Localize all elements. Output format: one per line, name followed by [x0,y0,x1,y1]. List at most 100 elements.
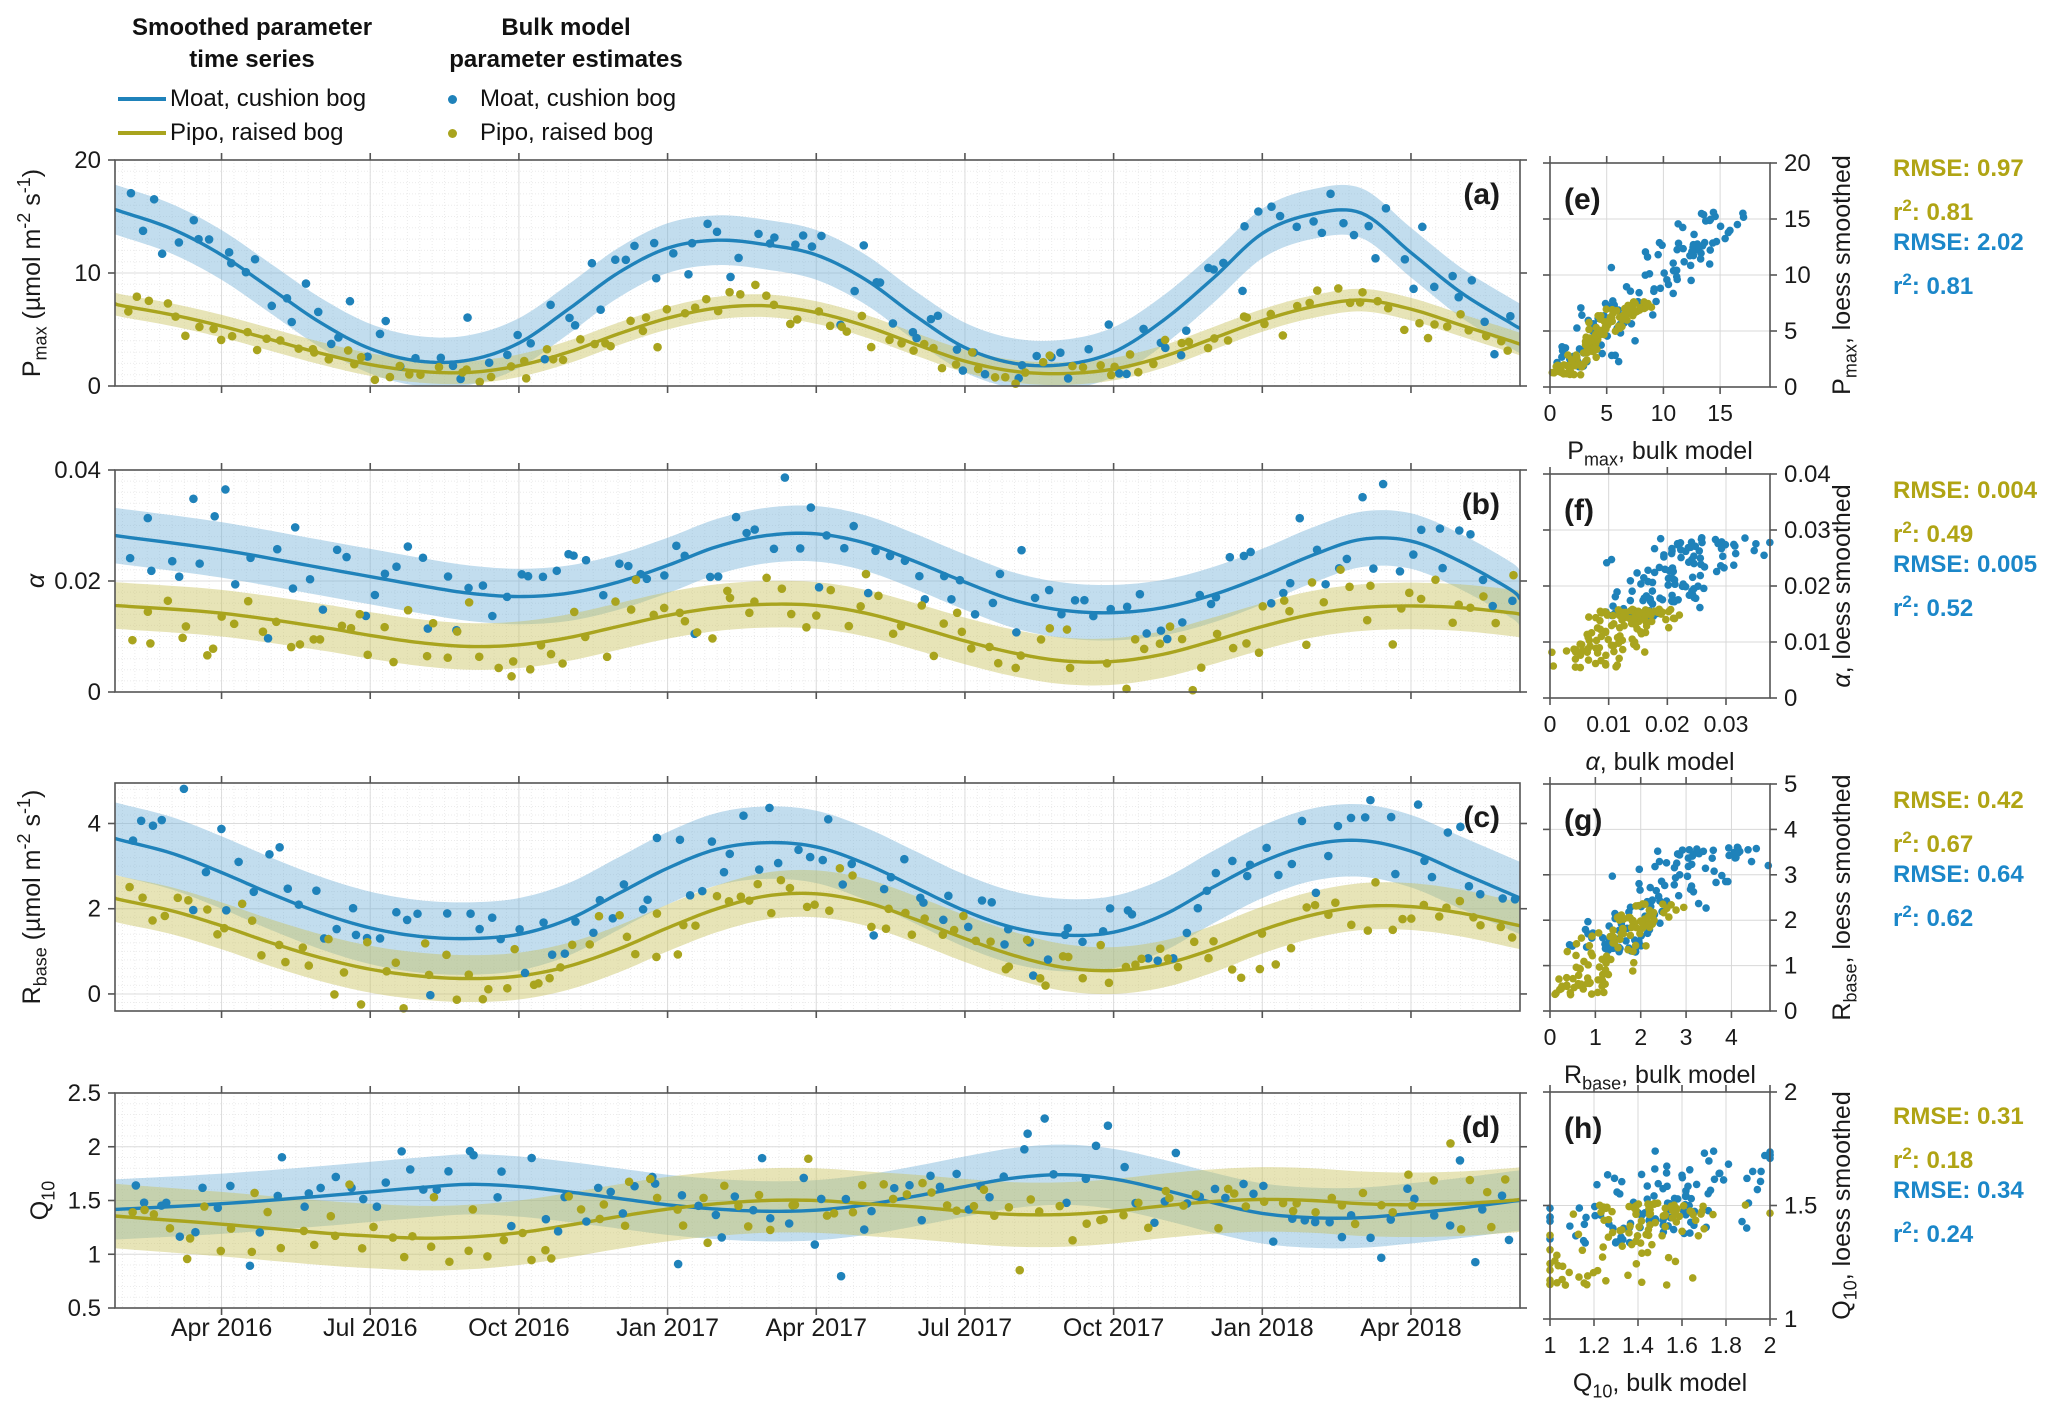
svg-text:2: 2 [88,896,101,923]
svg-text:2: 2 [1634,1024,1647,1050]
svg-text:(h): (h) [1564,1112,1602,1145]
svg-text:4: 4 [88,810,101,837]
svg-text:1.6: 1.6 [1666,1332,1698,1358]
svg-text:0.01: 0.01 [1784,629,1831,656]
legend-item-label: Pipo, raised bog [170,119,344,146]
svg-text:Apr 2016: Apr 2016 [171,1314,272,1342]
stats-line: RMSE: 0.004 [1893,477,2038,504]
stats-panel-e: RMSE: 0.97 r2: 0.81 RMSE: 2.02 r2: 0.81 [1893,150,2024,300]
svg-text:Pmax, loess smoothed: Pmax, loess smoothed [1828,155,1861,395]
svg-text:0.02: 0.02 [1645,711,1690,737]
svg-text:4: 4 [1725,1024,1738,1050]
stats-line: r2: 0.52 [1893,592,1974,622]
svg-text:Pmax (µmol m-2 s-1): Pmax (µmol m-2 s-1) [14,169,51,377]
svg-text:Jan 2017: Jan 2017 [616,1314,719,1342]
legend-item-label: Moat, cushion bog [170,85,367,112]
stats-panel-f: RMSE: 0.004 r2: 0.49 RMSE: 0.005 r2: 0.52 [1893,472,2038,622]
stats-line: r2: 0.81 [1893,270,1974,300]
stats-line: RMSE: 0.42 [1893,787,2024,814]
panel-d: Apr 2016 Jul 2016 Oct 2016 Jan 2017 Apr 2017… [26,1080,1527,1342]
svg-text:4: 4 [1784,816,1797,843]
svg-text:5: 5 [1784,318,1797,345]
svg-text:0.04: 0.04 [1784,461,1831,488]
svg-text:(a): (a) [1463,178,1500,211]
stats-panel-g: RMSE: 0.42 r2: 0.67 RMSE: 0.64 r2: 0.62 [1893,782,2024,932]
svg-text:2: 2 [88,1134,101,1161]
svg-text:0: 0 [1544,400,1557,426]
svg-text:0.04: 0.04 [54,457,101,484]
svg-text:15: 15 [1784,206,1811,233]
legend-item-pipo-raised-bog: Pipo, raised bog [118,116,386,150]
svg-text:(e): (e) [1564,183,1601,216]
svg-text:0: 0 [88,981,101,1008]
svg-text:1: 1 [1589,1024,1602,1050]
legend-smoothed-title-line1: Smoothed parameter [131,14,373,41]
legend-bulk: Bulk model parameter estimates Moat, cus… [428,12,704,150]
legend-bulk-title: Bulk model parameter estimates [428,12,704,76]
svg-text:0: 0 [1544,1024,1557,1050]
svg-text:α, loess smoothed: α, loess smoothed [1828,484,1856,687]
panel-f: 0 0.01 0.02 0.03 0 0.01 0.02 0.03 0.04 α, bulk mo… [1543,461,1856,776]
stats-line: RMSE: 0.64 [1893,861,2024,888]
stats-line: r2: 0.49 [1893,518,1974,548]
stats-line: RMSE: 2.02 [1893,229,2024,256]
svg-text:5: 5 [1784,771,1797,798]
panel-e: 0 5 10 15 0 5 10 15 20 Pmax, bulk model Pmax, loes… [1543,150,1861,470]
svg-text:10: 10 [74,260,101,287]
svg-text:0: 0 [1784,374,1797,401]
svg-text:0.5: 0.5 [68,1295,101,1322]
stats-panel-h: RMSE: 0.31 r2: 0.18 RMSE: 0.34 r2: 0.24 [1893,1098,2024,1248]
svg-text:(f): (f) [1564,494,1594,527]
legend-item-moat-cushion-bog: Moat, cushion bog [118,82,386,116]
panel-c: 0 2 4 Rbase (µmol m-2 s-1) (c) [14,776,1527,1018]
svg-text:0.03: 0.03 [1704,711,1749,737]
svg-text:0: 0 [1544,711,1557,737]
legend-item-label: Moat, cushion bog [480,85,677,112]
svg-text:1.4: 1.4 [1622,1332,1654,1358]
svg-text:20: 20 [1784,150,1811,177]
stats-line: RMSE: 0.34 [1893,1177,2024,1204]
svg-text:0.01: 0.01 [1586,711,1631,737]
legend-bulk-title-line2: parameter estimates [449,46,683,73]
svg-text:0.03: 0.03 [1784,517,1831,544]
svg-text:α: α [22,573,50,588]
svg-text:5: 5 [1600,400,1613,426]
svg-text:0.02: 0.02 [54,568,101,595]
svg-text:Q10: Q10 [26,1181,59,1220]
svg-text:Apr 2018: Apr 2018 [1360,1314,1461,1342]
panel-a: 0 10 20 Pmax (µmol m-2 s-1) (a) [14,147,1527,400]
legend-line-swatch [118,97,166,101]
svg-text:Q10, bulk model: Q10, bulk model [1573,1369,1747,1402]
svg-text:0: 0 [88,679,101,706]
svg-text:Pmax, bulk model: Pmax, bulk model [1567,437,1753,470]
svg-text:(d): (d) [1462,1111,1500,1144]
svg-text:(c): (c) [1463,801,1500,834]
svg-text:1: 1 [1784,953,1797,980]
svg-text:Apr 2017: Apr 2017 [766,1314,867,1342]
svg-text:3: 3 [1784,862,1797,889]
svg-text:(g): (g) [1564,804,1602,837]
stats-line: r2: 0.67 [1893,828,1974,858]
stats-line: RMSE: 0.31 [1893,1103,2024,1130]
svg-text:2: 2 [1784,1079,1797,1106]
svg-text:15: 15 [1707,400,1733,426]
svg-text:Rbase (µmol m-2 s-1): Rbase (µmol m-2 s-1) [14,790,51,1005]
svg-text:1.8: 1.8 [1710,1332,1742,1358]
svg-text:1: 1 [1784,1306,1797,1333]
svg-text:3: 3 [1680,1024,1693,1050]
svg-text:0.02: 0.02 [1784,573,1831,600]
svg-text:0: 0 [88,373,101,400]
svg-text:0: 0 [1784,685,1797,712]
svg-text:Rbase, loess smoothed: Rbase, loess smoothed [1828,774,1861,1020]
svg-text:0: 0 [1784,998,1797,1025]
legend-line-swatch [118,131,166,135]
svg-text:Rbase, bulk model: Rbase, bulk model [1564,1061,1756,1094]
legend-item-label: Pipo, raised bog [480,119,654,146]
stats-line: RMSE: 0.97 [1893,155,2024,182]
svg-text:Jan 2018: Jan 2018 [1211,1314,1314,1342]
legend-dot-swatch [428,128,476,138]
svg-text:Jul 2017: Jul 2017 [918,1314,1013,1342]
svg-text:Jul 2016: Jul 2016 [323,1314,418,1342]
